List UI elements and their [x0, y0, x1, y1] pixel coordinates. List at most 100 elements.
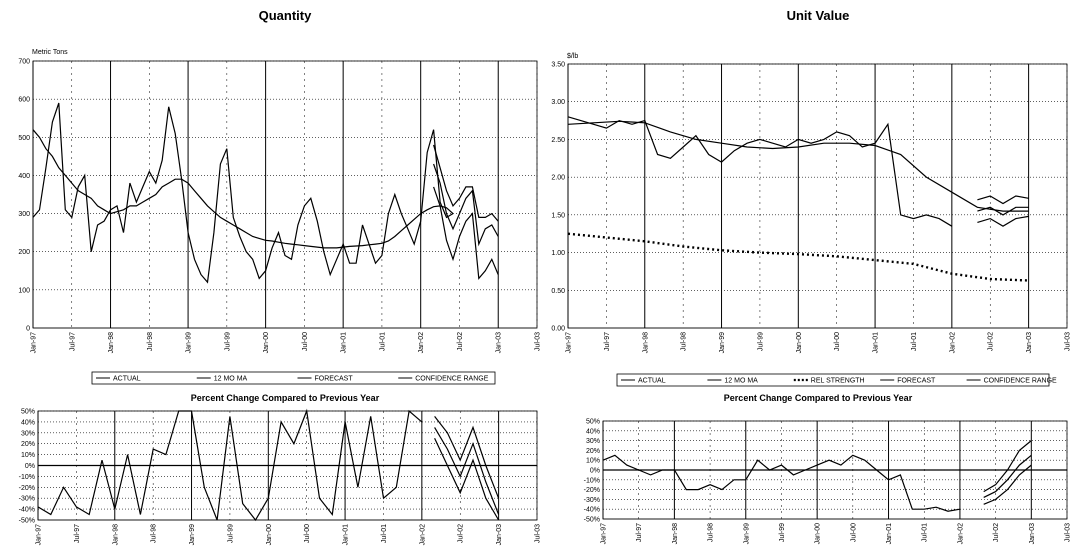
val_main-xtick-label: Jul-00 [834, 332, 841, 351]
val_main-legend-label: FORECAST [897, 378, 936, 385]
val_main-series-forecast [977, 206, 1029, 216]
qty_pct-xtick-label: Jan-98 [112, 524, 119, 546]
qty_pct-series-confidence-range [434, 438, 500, 521]
qty_pct-ytick-label: 40% [21, 419, 35, 426]
qty_main-xtick-label: Jul-99 [224, 332, 231, 351]
val_main-title: Unit Value [787, 8, 850, 23]
qty_pct-series-forecast [434, 427, 500, 515]
qty_pct-xtick-label: Jul-01 [381, 524, 388, 543]
val_main-ytick-label: 3.00 [551, 99, 565, 106]
val_main-series-actual [567, 116, 953, 227]
val_main-ytick-label: 0.00 [551, 326, 565, 333]
val_main-xtick-label: Jul-97 [604, 332, 611, 351]
qty_main-xtick-label: Jan-03 [496, 332, 503, 354]
val_main-plot-frame [567, 63, 1068, 329]
val_pct-xtick-label: Jul-98 [708, 523, 715, 542]
qty_main-xtick-label: Jan-99 [186, 332, 193, 354]
qty_pct-ytick-label: -50% [19, 518, 35, 525]
val_main-xtick-label: Jan-02 [949, 332, 956, 354]
val_main-legend-label: ACTUAL [638, 378, 666, 385]
val_main-series-confidence-range [977, 215, 1029, 227]
val_main-ytick-label: 2.00 [551, 175, 565, 182]
val_pct-xtick-label: Jan-00 [815, 523, 822, 545]
val_pct-ytick-label: -30% [584, 497, 600, 504]
qty_pct-title: Percent Change Compared to Previous Year [191, 393, 380, 403]
qty_main-legend-label: ACTUAL [113, 376, 141, 383]
qty_pct-xtick-label: Jul-02 [458, 524, 465, 543]
val_pct-ytick-label: 0% [590, 468, 600, 475]
val_main-xtick-label: Jul-01 [911, 332, 918, 351]
qty_main-xtick-label: Jul-02 [457, 332, 464, 351]
qty_main-legend: ACTUAL 12 MO MA FORECAST CONFIDENCE RANGE [91, 371, 496, 385]
qty_main-ylabel: Metric Tons [32, 49, 68, 56]
qty_main-xtick-label: Jan-98 [108, 332, 115, 354]
val_main-xtick-label: Jan-99 [719, 332, 726, 354]
qty_pct-ytick-label: -20% [19, 485, 35, 492]
qty_pct-xtick-label: Jan-97 [36, 524, 43, 546]
val_pct-series-confidence-range [983, 464, 1032, 505]
val_main-xtick-label: Jul-02 [988, 332, 995, 351]
qty_pct-xtick-label: Jul-98 [151, 524, 158, 543]
val_main-xtick-label: Jul-99 [757, 332, 764, 351]
qty_main-xtick-label: Jul-98 [147, 332, 154, 351]
qty_main-legend-label: 12 MO MA [214, 376, 248, 383]
qty_main-ytick-label: 300 [18, 211, 30, 218]
qty_main-chart: Quantity Metric Tons 0 100 200 300 400 500 600 70… [18, 8, 542, 385]
qty_pct-xtick-label: Jan-03 [496, 524, 503, 546]
val_pct-ytick-label: 40% [586, 428, 600, 435]
qty_pct-xtick-label: Jan-02 [419, 524, 426, 546]
val_pct-plot-frame [602, 420, 1068, 520]
val_pct-xtick-label: Jan-98 [672, 523, 679, 545]
qty_pct-ytick-label: 0% [25, 463, 35, 470]
qty_pct-xtick-label: Jan-99 [189, 524, 196, 546]
qty_pct-series-actual [37, 408, 423, 522]
val_pct-ytick-label: -50% [584, 517, 600, 524]
val_main-ytick-label: 1.00 [551, 250, 565, 257]
qty_pct-xtick-label: Jul-99 [227, 524, 234, 543]
val_main-legend: ACTUAL 12 MO MA REL STRENGTH FORECAST CONFID… [616, 373, 1057, 387]
qty_pct-ytick-label: -10% [19, 474, 35, 481]
val_pct-xtick-label: Jan-02 [957, 523, 964, 545]
val_pct-xtick-label: Jul-02 [993, 523, 1000, 542]
qty_main-xtick-label: Jul-03 [535, 332, 542, 351]
qty_main-xtick-label: Jul-01 [379, 332, 386, 351]
val_main-xtick-label: Jul-03 [1065, 332, 1072, 351]
val_main-legend-label: CONFIDENCE RANGE [984, 378, 1057, 385]
val_main-xtick-label: Jan-97 [566, 332, 573, 354]
qty_main-ytick-label: 100 [18, 287, 30, 294]
qty_main-xtick-label: Jan-97 [31, 332, 38, 354]
val_pct-xtick-label: Jan-01 [886, 523, 893, 545]
qty_main-title: Quantity [259, 8, 312, 23]
val_main-ytick-label: 2.50 [551, 137, 565, 144]
val_main-legend-label: 12 MO MA [724, 378, 758, 385]
qty_pct-ytick-label: 30% [21, 430, 35, 437]
val_main-legend-box [616, 373, 1050, 387]
val_pct-series-confidence-range [983, 440, 1032, 493]
val_pct-ytick-label: 20% [586, 448, 600, 455]
val_main-xtick-label: Jan-03 [1026, 332, 1033, 354]
qty_main-ytick-label: 0 [26, 326, 30, 333]
val_main-ylabel: $/lb [567, 53, 578, 60]
val_pct-xtick-label: Jul-97 [636, 523, 643, 542]
val_main-ytick-label: 0.50 [551, 288, 565, 295]
qty_pct-xtick-label: Jul-97 [74, 524, 81, 543]
qty_main-ytick-label: 500 [18, 135, 30, 142]
val_pct-xtick-label: Jul-03 [1065, 523, 1072, 542]
qty_pct-xtick-label: Jan-00 [266, 524, 273, 546]
qty_main-xtick-label: Jan-00 [263, 332, 270, 354]
val_pct-chart: -50% -40% -30% -20% -10% 0% 10% 20% 30% 40% 50% Jan… [584, 419, 1072, 545]
qty_pct-xtick-label: Jan-01 [343, 524, 350, 546]
val_pct-ytick-label: 30% [586, 438, 600, 445]
qty_main-ytick-label: 700 [18, 59, 30, 66]
qty_main-xtick-label: Jul-00 [302, 332, 309, 351]
qty_main-legend-label: FORECAST [315, 376, 354, 383]
qty_main-ytick-label: 200 [18, 249, 30, 256]
qty_pct-xtick-label: Jul-00 [304, 524, 311, 543]
val_main-series-rel-strength [567, 232, 1029, 282]
val_main-xtick-label: Jan-98 [642, 332, 649, 354]
val_main-series-confidence-range [977, 195, 1029, 205]
val_pct-title: Percent Change Compared to Previous Year [724, 393, 913, 403]
qty_pct-ytick-label: 20% [21, 441, 35, 448]
qty_pct-ytick-label: -40% [19, 507, 35, 514]
